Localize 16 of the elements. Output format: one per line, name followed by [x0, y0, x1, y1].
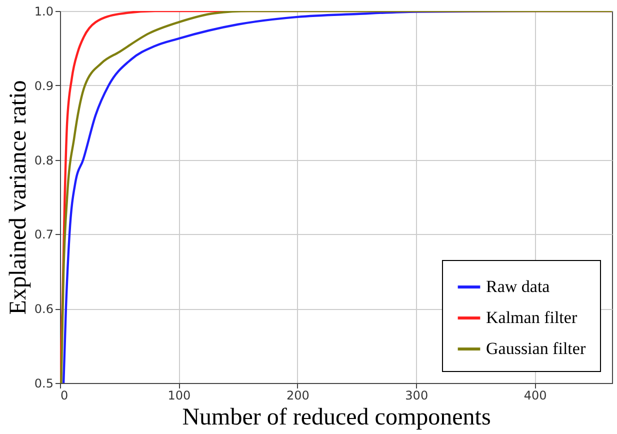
y-tick-label: 0.5 — [34, 376, 54, 390]
x-tick-label: 300 — [405, 388, 428, 402]
y-tick-label: 1.0 — [34, 4, 54, 18]
legend-label: Raw data — [486, 277, 550, 296]
y-axis-title: Explained variance ratio — [5, 80, 32, 315]
x-tick-label: 400 — [524, 388, 547, 402]
y-tick-label: 0.9 — [34, 78, 54, 93]
legend-label: Kalman filter — [486, 308, 578, 327]
x-axis-title: Number of reduced components — [182, 404, 491, 430]
y-tick-label: 0.6 — [34, 302, 54, 316]
x-tick-label: 100 — [168, 388, 191, 402]
y-tick-label: 0.7 — [34, 228, 54, 242]
legend-label: Gaussian filter — [486, 339, 586, 358]
x-tick-label: 200 — [286, 388, 310, 402]
x-tick-label: 0 — [60, 388, 68, 402]
y-tick-label: 0.8 — [34, 153, 54, 168]
